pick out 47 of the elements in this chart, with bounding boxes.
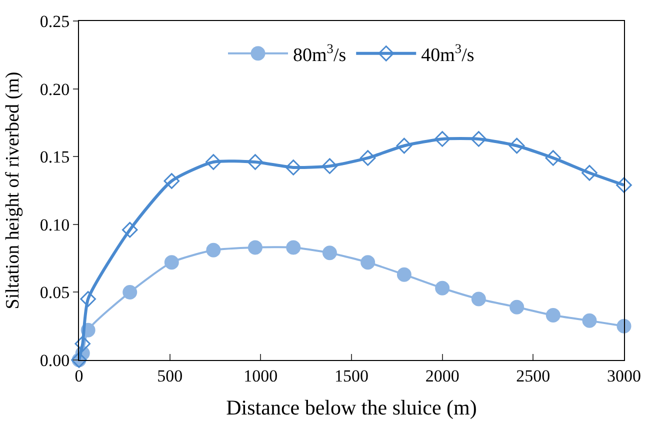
y-tick-label: 0.20 <box>40 80 70 99</box>
point <box>286 240 301 255</box>
point <box>510 300 524 314</box>
point <box>247 154 264 170</box>
point <box>435 280 450 296</box>
point <box>322 158 338 174</box>
point <box>248 240 262 255</box>
y-tick-label: 0.05 <box>40 283 70 302</box>
y-tick-label: 0.15 <box>40 148 70 167</box>
point <box>545 150 562 166</box>
point <box>582 164 598 181</box>
x-tick-label: 2500 <box>516 366 550 386</box>
point <box>616 318 632 334</box>
point <box>74 336 91 352</box>
point <box>206 154 222 170</box>
y-tick-label: 0.10 <box>40 215 70 234</box>
point <box>122 284 138 300</box>
point <box>471 292 486 306</box>
x-tick-label: 2000 <box>425 366 460 386</box>
point <box>80 291 96 307</box>
x-tick-label: 1500 <box>334 366 368 386</box>
point <box>470 131 487 147</box>
point <box>582 313 597 328</box>
point <box>396 267 412 282</box>
point <box>206 242 221 258</box>
y-tick-label: 0.25 <box>40 12 70 31</box>
point <box>285 160 302 176</box>
legend-label: 80m$^{3}$/s <box>293 40 346 66</box>
point <box>508 138 525 154</box>
legend-label: 40m$^{3}$/s <box>421 40 474 66</box>
x-axis-title: Distance below the sluice (m) <box>226 396 477 420</box>
x-tick-label: 1000 <box>244 366 278 386</box>
point <box>396 138 412 154</box>
x-tick-label: 3000 <box>607 366 641 386</box>
point <box>164 173 180 189</box>
point <box>322 246 337 260</box>
y-axis-title: Siltation height of riverbed (m) <box>2 72 24 310</box>
point <box>164 255 179 270</box>
point <box>434 131 450 147</box>
point <box>546 308 560 322</box>
point <box>360 255 376 270</box>
point <box>122 222 138 238</box>
point <box>360 150 376 166</box>
x-tick-label: 0 <box>74 366 84 386</box>
point <box>616 177 632 193</box>
y-tick-label: 0.00 <box>40 350 70 370</box>
x-tick-label: 500 <box>157 366 183 386</box>
